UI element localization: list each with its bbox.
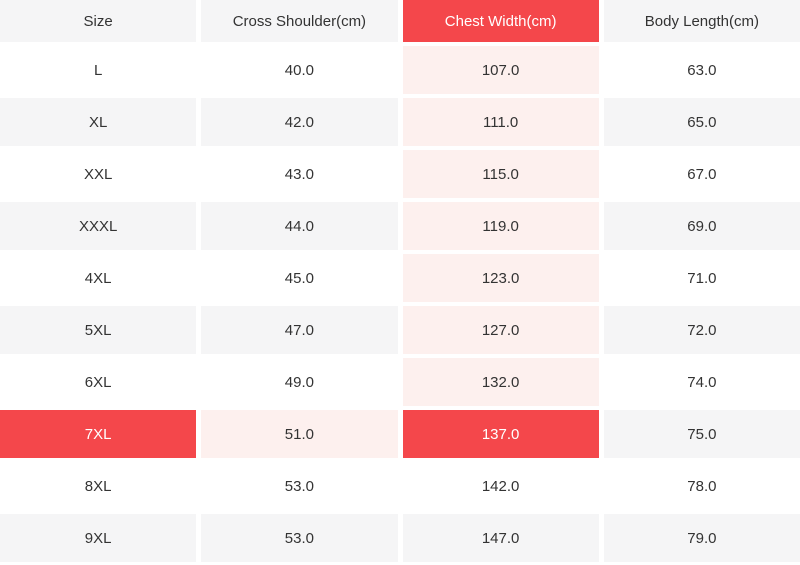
body-length-cell[interactable]: 79.0	[603, 514, 800, 562]
cross-shoulder-cell[interactable]: 45.0	[201, 254, 398, 302]
chest-width-cell[interactable]: 147.0	[402, 514, 599, 562]
size-label-cell[interactable]: L	[0, 46, 197, 94]
cross-shoulder-cell[interactable]: 40.0	[201, 46, 398, 94]
table-row-9xl: 9XL 53.0 147.0 79.0	[0, 514, 800, 562]
chest-width-cell[interactable]: 142.0	[402, 462, 599, 510]
chest-width-cell[interactable]: 119.0	[402, 202, 599, 250]
size-label-cell[interactable]: 9XL	[0, 514, 197, 562]
body-length-cell[interactable]: 75.0	[603, 410, 800, 458]
size-label-cell[interactable]: XXL	[0, 150, 197, 198]
cross-shoulder-cell[interactable]: 49.0	[201, 358, 398, 406]
table-row-6xl: 6XL 49.0 132.0 74.0	[0, 358, 800, 406]
size-label-cell[interactable]: 4XL	[0, 254, 197, 302]
size-label-cell[interactable]: XXXL	[0, 202, 197, 250]
cross-shoulder-cell[interactable]: 44.0	[201, 202, 398, 250]
size-label-cell[interactable]: 5XL	[0, 306, 197, 354]
size-label-cell[interactable]: 8XL	[0, 462, 197, 510]
cross-shoulder-cell[interactable]: 51.0	[201, 410, 398, 458]
body-length-cell[interactable]: 63.0	[603, 46, 800, 94]
column-header-size[interactable]: Size	[0, 0, 197, 42]
body-length-cell[interactable]: 72.0	[603, 306, 800, 354]
table-row-l: L 40.0 107.0 63.0	[0, 46, 800, 94]
body-length-cell[interactable]: 65.0	[603, 98, 800, 146]
chest-width-cell[interactable]: 137.0	[402, 410, 599, 458]
cross-shoulder-cell[interactable]: 53.0	[201, 514, 398, 562]
table-header-row: Size Cross Shoulder(cm) Chest Width(cm) Bod…	[0, 0, 800, 42]
column-header-body-length[interactable]: Body Length(cm)	[603, 0, 800, 42]
size-label-cell[interactable]: 6XL	[0, 358, 197, 406]
body-length-cell[interactable]: 71.0	[603, 254, 800, 302]
cross-shoulder-cell[interactable]: 47.0	[201, 306, 398, 354]
body-length-cell[interactable]: 69.0	[603, 202, 800, 250]
cross-shoulder-cell[interactable]: 53.0	[201, 462, 398, 510]
chest-width-cell[interactable]: 111.0	[402, 98, 599, 146]
table-row-4xl: 4XL 45.0 123.0 71.0	[0, 254, 800, 302]
table-row-7xl: 7XL 51.0 137.0 75.0	[0, 410, 800, 458]
chest-width-cell[interactable]: 107.0	[402, 46, 599, 94]
body-length-cell[interactable]: 67.0	[603, 150, 800, 198]
table-row-xl: XL 42.0 111.0 65.0	[0, 98, 800, 146]
table-row-xxxl: XXXL 44.0 119.0 69.0	[0, 202, 800, 250]
body-length-cell[interactable]: 78.0	[603, 462, 800, 510]
cross-shoulder-cell[interactable]: 42.0	[201, 98, 398, 146]
size-label-cell[interactable]: 7XL	[0, 410, 197, 458]
table-row-8xl: 8XL 53.0 142.0 78.0	[0, 462, 800, 510]
chest-width-cell[interactable]: 132.0	[402, 358, 599, 406]
table-row-xxl: XXL 43.0 115.0 67.0	[0, 150, 800, 198]
chest-width-cell[interactable]: 123.0	[402, 254, 599, 302]
chest-width-cell[interactable]: 127.0	[402, 306, 599, 354]
chest-width-cell[interactable]: 115.0	[402, 150, 599, 198]
column-header-chest-width[interactable]: Chest Width(cm)	[402, 0, 599, 42]
size-label-cell[interactable]: XL	[0, 98, 197, 146]
body-length-cell[interactable]: 74.0	[603, 358, 800, 406]
table-row-5xl: 5XL 47.0 127.0 72.0	[0, 306, 800, 354]
cross-shoulder-cell[interactable]: 43.0	[201, 150, 398, 198]
column-header-cross-shoulder[interactable]: Cross Shoulder(cm)	[201, 0, 398, 42]
